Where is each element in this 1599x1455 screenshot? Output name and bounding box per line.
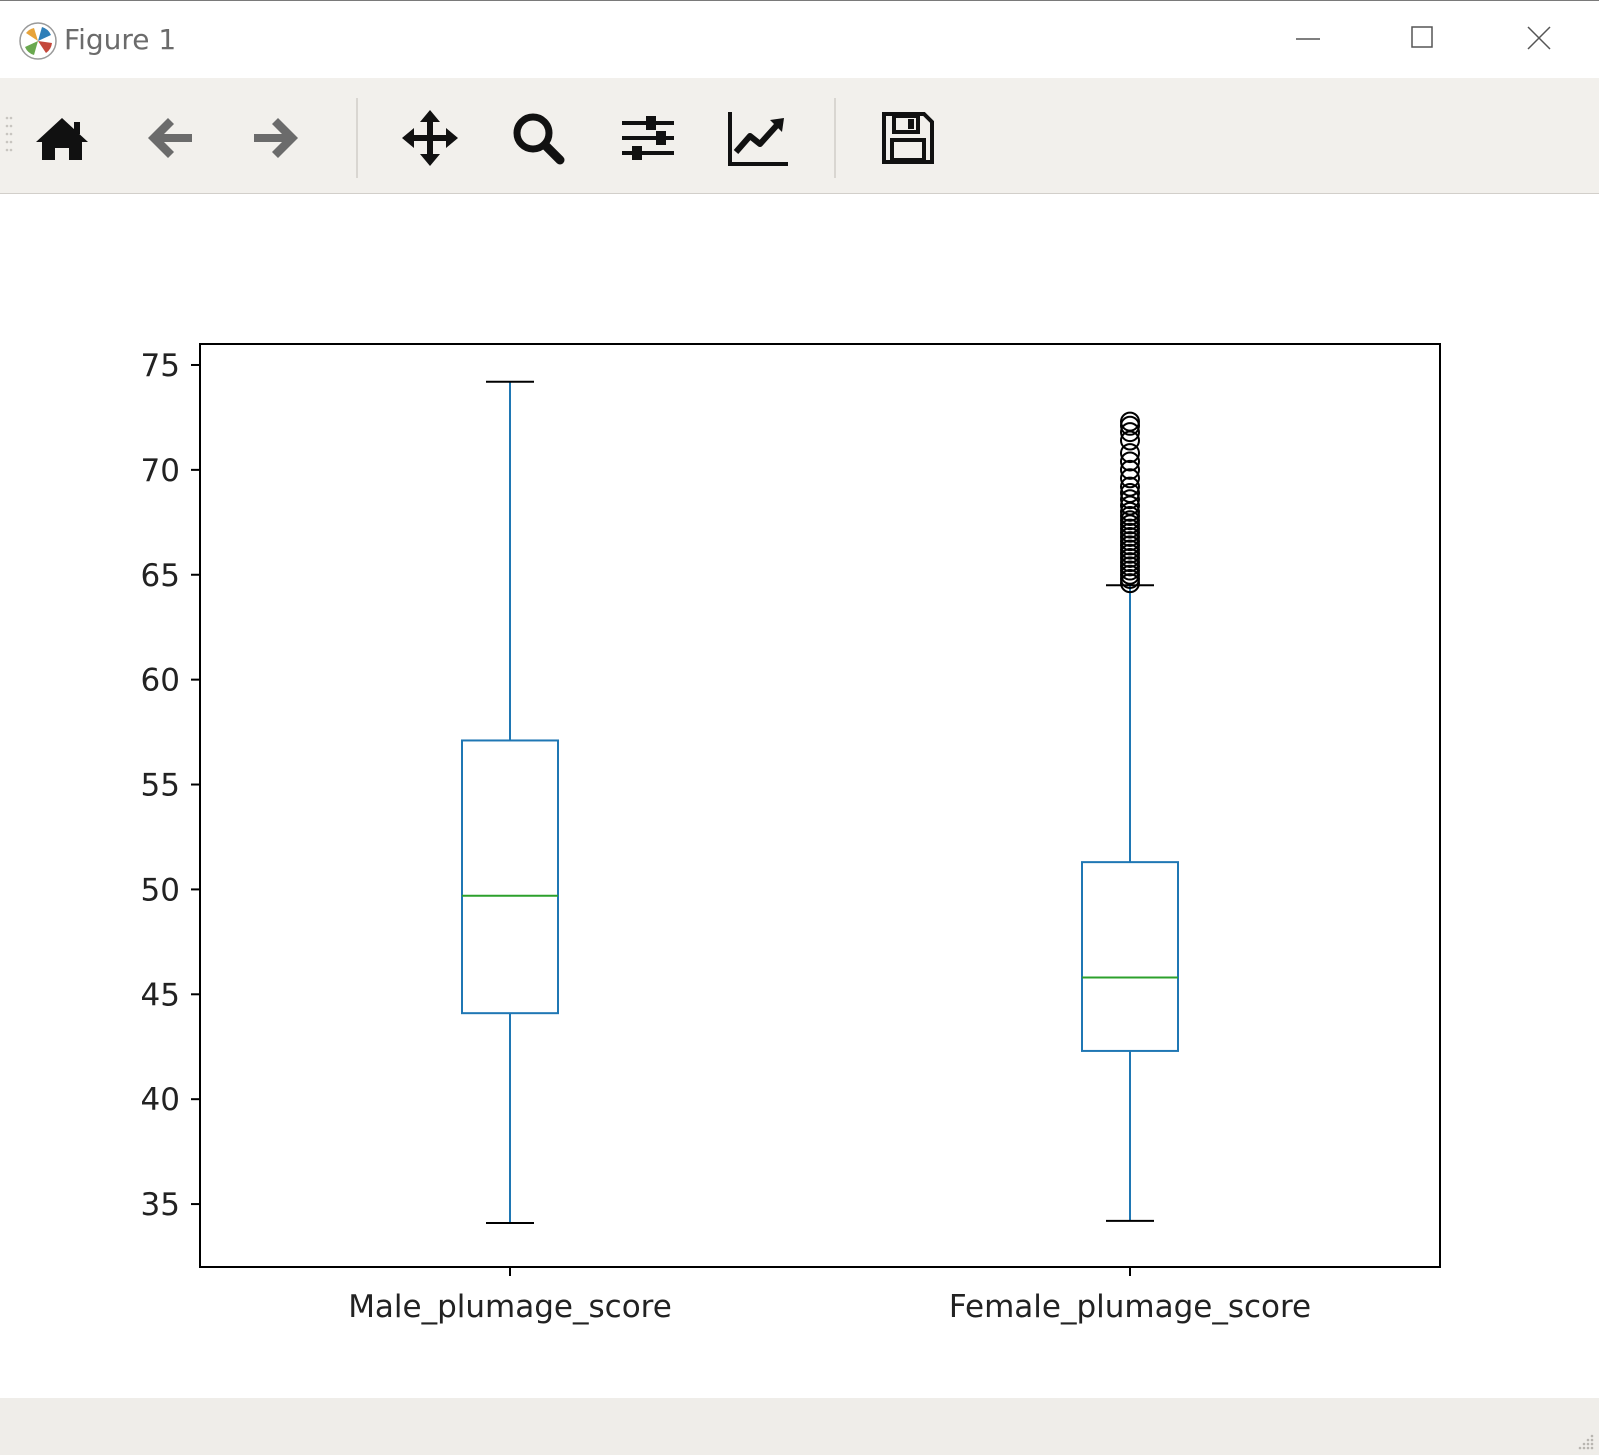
magnifier-icon <box>513 113 565 165</box>
home-icon <box>36 118 88 160</box>
zoom-button[interactable] <box>506 106 570 170</box>
y-tick-label: 65 <box>141 558 180 594</box>
window-title: Figure 1 <box>64 23 177 56</box>
close-button[interactable] <box>1514 17 1564 61</box>
forward-button[interactable] <box>244 106 308 170</box>
minimize-icon <box>1296 38 1320 40</box>
y-tick-label: 45 <box>141 977 180 1013</box>
maximize-icon <box>1411 26 1433 48</box>
status-bar <box>0 1398 1599 1455</box>
flier-point <box>1120 459 1140 480</box>
window-titlebar: Figure 1 <box>0 0 1599 78</box>
x-tick-label: Male_plumage_score <box>348 1289 672 1325</box>
flier-point <box>1120 422 1140 443</box>
flier-point <box>1120 443 1140 464</box>
y-tick-label: 55 <box>141 768 180 804</box>
navigation-toolbar <box>0 78 1599 194</box>
pan-button[interactable] <box>398 106 462 170</box>
y-tick-label: 70 <box>141 453 180 489</box>
flier-point <box>1120 476 1140 497</box>
arrow-right-icon <box>254 118 298 158</box>
resize-grip-icon[interactable] <box>1575 1431 1595 1451</box>
y-tick-label: 50 <box>141 872 180 908</box>
move-icon <box>402 110 458 166</box>
figure-canvas[interactable] <box>0 195 1599 1398</box>
home-button[interactable] <box>30 106 94 170</box>
toolbar-separator <box>834 98 836 178</box>
toolbar-grip-icon[interactable] <box>4 114 14 160</box>
y-tick-label: 40 <box>141 1082 180 1118</box>
matplotlib-logo-icon <box>19 22 57 60</box>
sliders-icon <box>622 116 674 160</box>
y-tick-label: 75 <box>141 348 180 384</box>
box <box>461 739 559 1015</box>
y-tick-label: 60 <box>141 663 180 699</box>
edit-axis-button[interactable] <box>726 106 790 170</box>
y-tick-label: 35 <box>141 1187 180 1223</box>
floppy-disk-icon <box>882 112 934 164</box>
box <box>1081 861 1179 1052</box>
back-button[interactable] <box>138 106 202 170</box>
flier-point <box>1120 451 1140 472</box>
flier-point <box>1120 411 1140 432</box>
flier-point <box>1120 468 1140 489</box>
maximize-button[interactable] <box>1398 17 1448 61</box>
axes-frame <box>199 343 1441 1268</box>
boxplot-chart[interactable]: 35 40 45 50 55 60 65 70 75 Male_plumage_score Fema… <box>0 195 1599 1398</box>
x-tick-label: Female_plumage_score <box>949 1289 1311 1325</box>
save-button[interactable] <box>876 106 940 170</box>
toolbar-separator <box>356 98 358 178</box>
configure-subplots-button[interactable] <box>616 106 680 170</box>
flier-point <box>1120 489 1140 510</box>
close-icon <box>1527 26 1551 50</box>
flier-point <box>1120 482 1140 503</box>
arrow-left-icon <box>148 118 192 158</box>
minimize-button[interactable] <box>1282 17 1332 61</box>
line-chart-icon <box>728 112 788 166</box>
